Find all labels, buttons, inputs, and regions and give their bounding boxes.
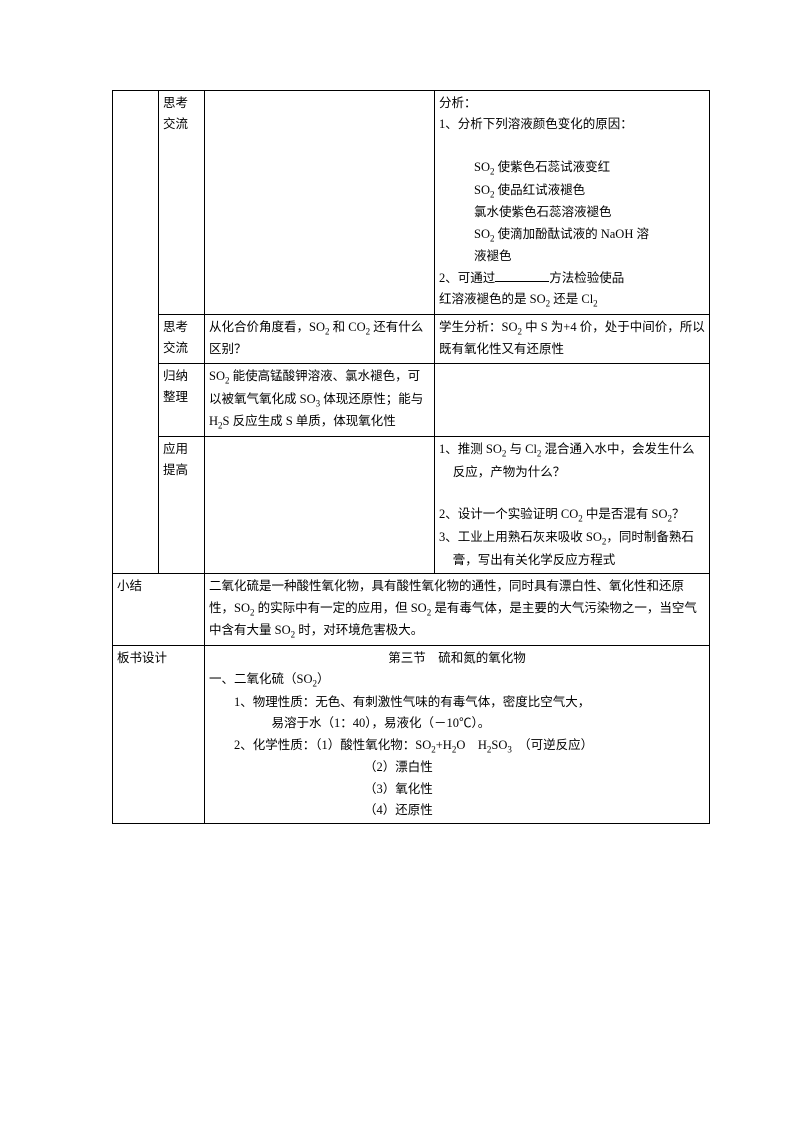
activity-label: 思考交流 <box>159 314 205 363</box>
teacher-col <box>205 437 435 574</box>
summary-content: 二氧化硫是一种酸性氧化物，具有酸性氧化物的通性，同时具有漂白性、氧化性和还原性，… <box>205 574 710 646</box>
student-col: 1、推测 SO2 与 Cl2 混合通入水中，会发生什么反应，产物为什么？ 2、设… <box>435 437 710 574</box>
activity-label: 应用提高 <box>159 437 205 574</box>
student-col: 分析：1、分析下列溶液颜色变化的原因： SO2 使紫色石蕊试液变红SO2 使品红… <box>435 91 710 315</box>
section-col <box>113 91 159 574</box>
teacher-col: 从化合价角度看，SO2 和 CO2 还有什么区别？ <box>205 314 435 363</box>
student-col: 学生分析：SO2 中 S 为+4 价，处于中间价，所以既有氧化性又有还原性 <box>435 314 710 363</box>
board-label: 板书设计 <box>113 646 205 824</box>
activity-label: 归纳整理 <box>159 363 205 436</box>
lesson-table: 思考交流 分析：1、分析下列溶液颜色变化的原因： SO2 使紫色石蕊试液变红SO2… <box>112 90 710 824</box>
student-col <box>435 363 710 436</box>
board-content: 第三节 硫和氮的氧化物一、二氧化硫（SO2）1、物理性质：无色、有刺激性气味的有… <box>205 646 710 824</box>
activity-label: 思考交流 <box>159 91 205 315</box>
teacher-col: SO2 能使高锰酸钾溶液、氯水褪色，可以被氧气氧化成 SO3 体现还原性；能与 … <box>205 363 435 436</box>
teacher-col <box>205 91 435 315</box>
summary-label: 小结 <box>113 574 205 646</box>
